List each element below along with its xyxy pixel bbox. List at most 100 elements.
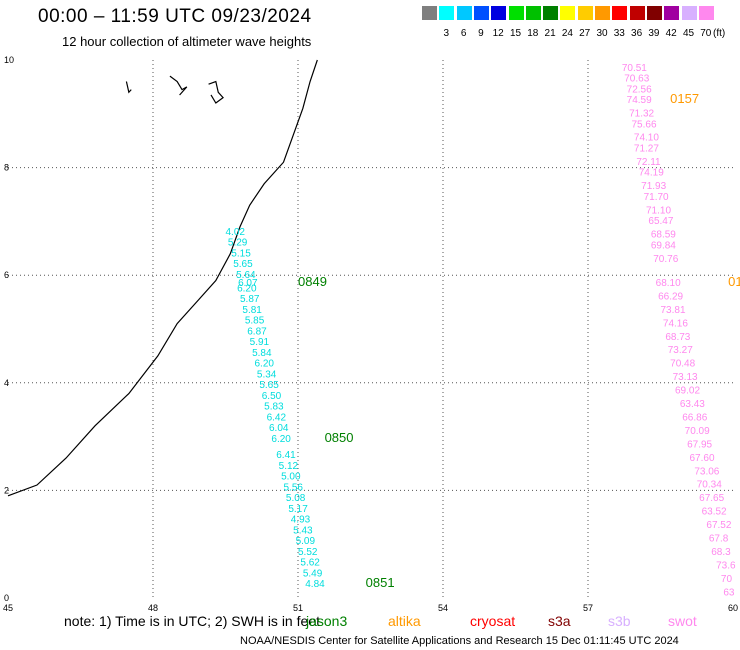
wave-height-value: 67.65 [699, 493, 724, 504]
legend-label: 45 [682, 28, 695, 39]
legend-label: 3 [443, 28, 450, 39]
legend-swatch [664, 6, 680, 20]
wave-height-value: 68.10 [656, 278, 681, 289]
wave-height-value: 72.11 [636, 157, 661, 168]
x-tick-label: 45 [3, 603, 13, 613]
satellite-label: altika [388, 613, 421, 629]
legend-swatch [439, 6, 455, 20]
wave-height-value: 5.49 [303, 568, 323, 579]
legend-label: 12 [492, 28, 504, 39]
wave-height-value: 5.65 [259, 380, 279, 391]
wave-height-value: 5.12 [279, 461, 299, 472]
wave-height-value: 70.48 [670, 359, 695, 370]
wave-height-value: 69.02 [675, 386, 700, 397]
legend-label: 24 [561, 28, 573, 39]
legend-label: 39 [648, 28, 660, 39]
legend-label: 18 [527, 28, 539, 39]
legend-swatch [698, 6, 714, 20]
wave-height-value: 66.86 [682, 412, 707, 423]
wave-height-value: 67.52 [706, 520, 731, 531]
satellite-label: s3b [608, 613, 631, 629]
wave-height-value: 5.52 [298, 547, 318, 558]
legend-swatch [595, 6, 610, 20]
wave-height-value: 68.3 [711, 547, 731, 558]
legend-label: 42 [665, 28, 677, 39]
legend-label: 36 [631, 28, 643, 39]
wave-height-value: 73.6 [716, 560, 736, 571]
y-tick-label: 10 [4, 55, 14, 65]
note-text: note: 1) Time is in UTC; 2) SWH is in fe… [64, 613, 320, 629]
pass-time-label: 0851 [366, 575, 395, 590]
legend-unit: (ft) [712, 28, 726, 39]
wave-height-value: 5.83 [264, 402, 284, 413]
legend-swatch [560, 6, 576, 20]
coastline [7, 59, 318, 497]
pass-time-label: 0850 [325, 430, 354, 445]
wave-height-value: 6.20 [271, 434, 291, 445]
island [208, 80, 224, 104]
wave-height-value: 5.29 [228, 238, 248, 249]
legend-label: 9 [478, 28, 484, 39]
wave-height-value: 72.56 [627, 84, 652, 95]
legend-label: 15 [509, 28, 522, 39]
wave-height-value: 6.41 [276, 450, 296, 461]
wave-height-value: 70 [721, 574, 733, 585]
wave-height-value: 74.59 [627, 95, 652, 106]
y-tick-label: 2 [4, 485, 9, 495]
legend-label: 27 [579, 28, 591, 39]
island [169, 75, 188, 96]
legend-label: 21 [544, 28, 556, 39]
page-subtitle: 12 hour collection of altimeter wave hei… [62, 34, 312, 49]
pass-time-label: 0849 [298, 274, 327, 289]
wave-height-value: 67.95 [687, 439, 712, 450]
legend-swatch [491, 6, 507, 20]
x-tick-label: 57 [583, 603, 593, 613]
wave-height-value: 6.20 [255, 359, 275, 370]
wave-height-value: 4.02 [226, 227, 246, 238]
wave-height-value: 6.04 [269, 423, 289, 434]
legend-swatch [543, 6, 559, 20]
wave-height-value: 68.73 [665, 332, 690, 343]
x-tick-label: 48 [148, 603, 158, 613]
wave-height-value: 69.84 [651, 240, 676, 251]
legend-swatch [646, 6, 662, 20]
wave-height-value: 68.59 [651, 230, 676, 241]
wave-height-value: 5.43 [293, 525, 313, 536]
wave-height-value: 5.09 [296, 536, 316, 547]
legend-swatch [456, 6, 472, 20]
y-tick-label: 0 [4, 593, 9, 603]
x-tick-label: 51 [293, 603, 303, 613]
wave-height-value: 5.65 [233, 259, 253, 270]
wave-height-value: 73.27 [668, 345, 693, 356]
satellite-label: s3a [548, 613, 571, 629]
wave-height-value: 5.62 [300, 558, 320, 569]
wave-height-value: 73.13 [673, 372, 698, 383]
wave-height-value: 5.56 [284, 482, 304, 493]
wave-height-value: 67.60 [690, 453, 715, 464]
page-title: 00:00 – 11:59 UTC 09/23/2024 [38, 6, 312, 27]
legend-swatch [577, 6, 593, 20]
wave-height-value: 74.19 [639, 168, 664, 179]
wave-height-value: 74.16 [663, 318, 688, 329]
legend-label: 6 [460, 28, 467, 39]
wave-height-value: 70.63 [624, 74, 649, 85]
wave-height-value: 63.52 [702, 507, 727, 518]
wave-height-value: 73.81 [661, 305, 686, 316]
legend-label: 30 [596, 28, 608, 39]
wave-height-value: 5.17 [288, 504, 308, 515]
legend-swatch [525, 6, 541, 20]
wave-height-value: 71.93 [641, 181, 666, 192]
legend-swatch [629, 6, 645, 20]
island [125, 81, 132, 94]
wave-height-value: 75.66 [632, 119, 657, 130]
y-tick-label: 8 [4, 163, 9, 173]
legend-swatch [422, 6, 437, 20]
wave-height-value: 67.8 [709, 534, 729, 545]
wave-height-value: 5.00 [281, 472, 301, 483]
wave-height-value: 70.34 [697, 480, 722, 491]
pass-time-label: 0157 [670, 91, 699, 106]
wave-height-value: 70.09 [685, 426, 710, 437]
wave-height-value: 5.34 [257, 369, 277, 380]
wave-height-value: 5.84 [252, 348, 272, 359]
wave-height-value: 5.08 [286, 493, 306, 504]
